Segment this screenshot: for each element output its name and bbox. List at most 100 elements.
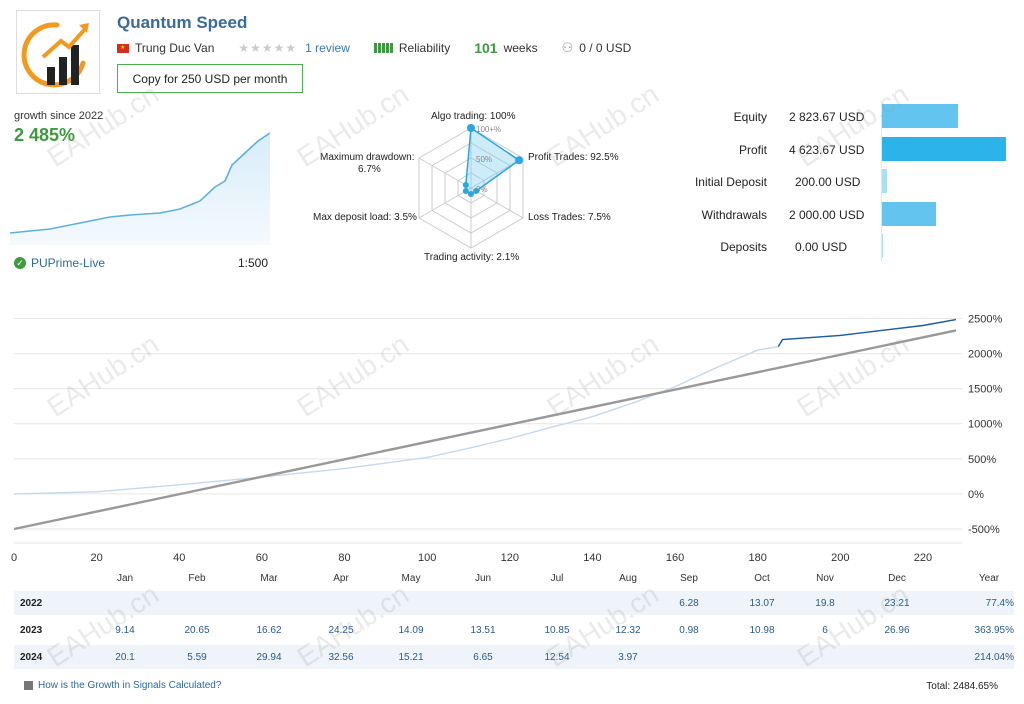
radar-scale-mid: 50% (476, 155, 492, 164)
radar-label-activity: Trading activity: 2.1% (424, 252, 519, 263)
radar-point-activity (468, 191, 474, 197)
radar-scale-low: 0% (476, 185, 488, 194)
radar-value-drawdown: 6.7% (358, 164, 381, 175)
table-row: 2024 20.1 5.59 29.94 32.56 15.21 6.65 12.54 3.97… (14, 645, 1014, 669)
row-year-total: 77.4% (985, 598, 1014, 609)
y-tick-label: -500% (968, 524, 1000, 536)
y-tick-label: 1500% (968, 384, 1002, 396)
month-cell: 10.98 (749, 625, 775, 636)
month-header: Dec (888, 573, 906, 584)
radar-point-drawdown (462, 182, 469, 188)
mini-growth-chart (10, 132, 271, 245)
x-tick-label: 40 (173, 552, 185, 564)
row-year-total: 214.04% (974, 652, 1014, 663)
stat-bar-deposits (882, 234, 883, 258)
reliability-label: Reliability (398, 41, 451, 55)
y-tick-label: 2500% (968, 314, 1002, 326)
stat-label-profit: Profit (738, 142, 767, 157)
y-tick-label: 0% (968, 489, 984, 501)
month-header: Nov (816, 573, 834, 584)
x-tick-label: 20 (91, 552, 103, 564)
author-name[interactable]: Trung Duc Van (135, 41, 215, 55)
chart-gridlines (14, 318, 962, 530)
month-cell: 12.54 (544, 652, 570, 663)
month-cell: 32.56 (328, 652, 354, 663)
subscribers-value: 0 / 0 USD (579, 41, 632, 55)
broker-name[interactable]: PUPrime-Live (31, 256, 106, 270)
x-tick-label: 0 (11, 552, 17, 564)
x-tick-label: 60 (256, 552, 268, 564)
x-tick-label: 100 (418, 552, 436, 564)
vietnam-flag-icon (117, 43, 129, 53)
weeks-label: weeks (503, 41, 538, 55)
month-cell: 12.32 (615, 625, 641, 636)
y-tick-label: 2000% (968, 349, 1002, 361)
verified-check-icon: ✓ (14, 257, 26, 269)
month-header: Mar (260, 573, 278, 584)
month-header: Jun (474, 573, 492, 584)
row-year: 2024 (20, 652, 43, 663)
broker-link[interactable]: ✓ PUPrime-Live (14, 256, 105, 270)
radar-point-algo (467, 124, 475, 132)
month-header: Jan (116, 573, 134, 584)
month-header: May (401, 573, 421, 584)
table-row: 2023 9.14 20.65 16.62 24.25 14.09 13.51 10.85 12… (14, 618, 1014, 642)
month-cell: 19.8 (815, 598, 835, 609)
series-line-2 (13, 329, 957, 531)
month-cell: 6.65 (473, 652, 493, 663)
x-tick-label: 120 (501, 552, 519, 564)
month-cell: 9.14 (115, 625, 135, 636)
month-cell: 29.94 (256, 652, 282, 663)
month-cell: 14.09 (398, 625, 424, 636)
month-cell: 6 (822, 625, 828, 636)
stat-bar-withdrawals (882, 201, 936, 226)
stat-bar-initial-deposit (882, 169, 888, 193)
row-year: 2022 (20, 598, 43, 609)
radar-chart: 100+% 50% 0% Algo trading: 100% Profit T… (313, 111, 619, 263)
x-tick-label: 200 (831, 552, 849, 564)
radar-points (462, 124, 524, 197)
y-tick-label: 500% (968, 454, 996, 466)
growth-calc-text[interactable]: How is the Growth in Signals Calculated? (38, 680, 222, 691)
stat-value-equity: 2 823.67 USD (789, 110, 865, 124)
signal-logo (16, 10, 100, 94)
month-cell: 0.98 (679, 625, 699, 636)
month-cell: 24.25 (328, 625, 354, 636)
x-tick-label: 220 (914, 552, 932, 564)
radar-shape (465, 126, 521, 195)
stat-label-equity: Equity (733, 110, 767, 124)
radar-label-algo: Algo trading: 100% (431, 111, 516, 122)
growth-calc-link[interactable]: How is the Growth in Signals Calculated? (24, 680, 221, 691)
month-header: Sep (680, 573, 698, 584)
stat-value-initial-deposit: 200.00 USD (795, 175, 861, 189)
signal-title[interactable]: Quantum Speed (117, 13, 248, 32)
stat-label-withdrawals: Withdrawals (701, 207, 767, 222)
signal-meta: Trung Duc Van ★★★★★ 1 review Reliability… (117, 40, 631, 56)
radar-point-deposit_load (462, 188, 469, 194)
leverage-value: 1:500 (238, 256, 269, 270)
month-cell: 10.85 (544, 625, 570, 636)
stat-bar-profit (882, 136, 1006, 161)
growth-chart: 2500% 2000% 1500% 1000% 500% 0% -500% 0 20 40 60 80… (11, 314, 1003, 564)
month-cell: 5.59 (187, 652, 207, 663)
month-cell: 13.07 (749, 598, 775, 609)
radar-spoke (418, 157, 472, 189)
growth-value: 2 485% (14, 125, 76, 145)
stat-bar-equity (882, 104, 958, 128)
mini-chart-line (10, 132, 271, 234)
stat-label-deposits: Deposits (720, 240, 767, 254)
x-tick-label: 180 (749, 552, 767, 564)
month-cell: 20.1 (115, 652, 135, 663)
help-book-icon (24, 681, 33, 690)
stats-axis (881, 103, 882, 261)
series-line-1 (777, 318, 957, 347)
radar-point-profit (515, 156, 524, 165)
month-header: Aug (619, 573, 637, 584)
row-year-total: 363.95% (974, 625, 1014, 636)
radar-label-profit: Profit Trades: 92.5% (528, 152, 619, 163)
copy-subscribe-button[interactable]: Copy for 250 USD per month (117, 64, 303, 93)
stat-value-deposits: 0.00 USD (795, 240, 848, 254)
month-header: Jul (550, 573, 564, 584)
row-year: 2023 (20, 625, 43, 636)
review-link[interactable]: 1 review (305, 41, 350, 55)
